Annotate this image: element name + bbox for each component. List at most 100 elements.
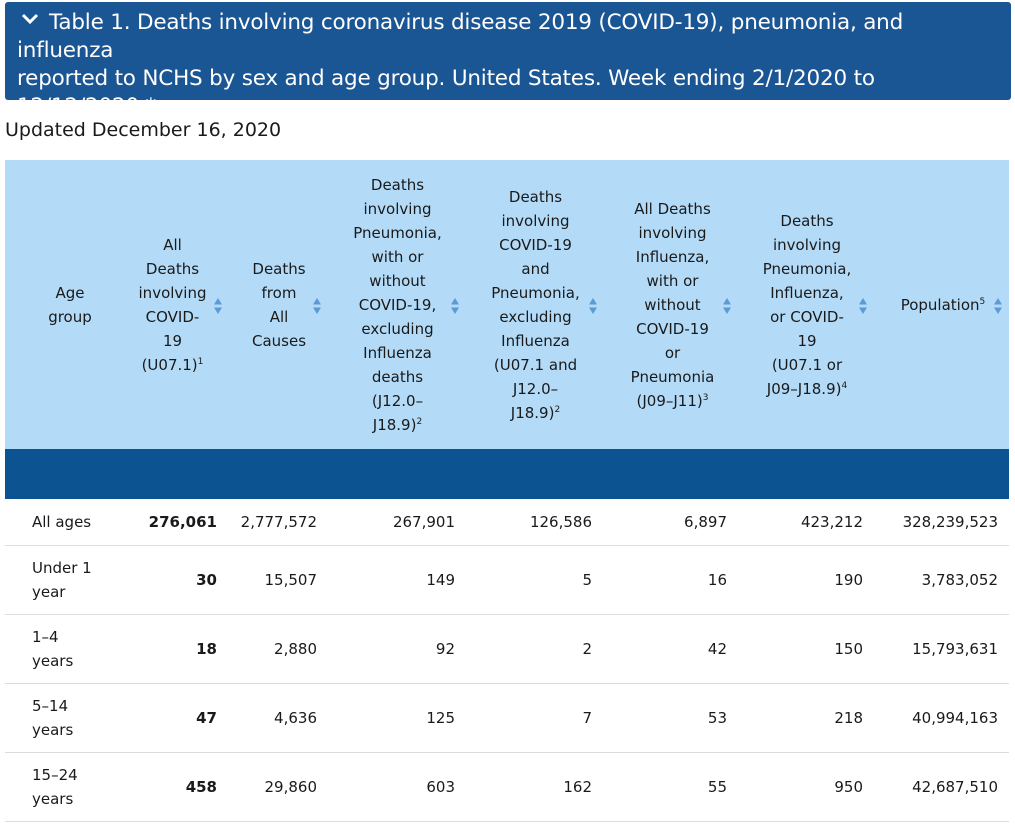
header-pneumonia-deaths[interactable]: Deaths involving Pneumonia, with or without C… (345, 160, 450, 449)
footnote-marker: 2 (554, 404, 561, 415)
header-population[interactable]: Population5 (893, 160, 993, 449)
header-population-label: Population5 (901, 293, 986, 317)
age-group-line: 5–14 (32, 696, 69, 715)
header-text-line: involving (363, 199, 432, 218)
header-text-line: Influenza, (770, 283, 844, 302)
sort-icon[interactable] (588, 297, 598, 315)
table-title-line2: reported to NCHS by sex and age group. U… (17, 66, 875, 91)
cell-age-group: 15–24 years (32, 763, 112, 811)
cell-influenza-deaths: 6,897 (684, 513, 727, 531)
cell-influenza-deaths: 55 (707, 777, 727, 796)
sort-icon[interactable] (722, 297, 732, 315)
header-text-line: J18.9) (510, 403, 555, 422)
header-covid-deaths-label: All Deaths involving COVID- 19 (U07.1)1 (139, 233, 207, 377)
age-group-line: years (32, 651, 74, 670)
cell-age-group: 5–14 years (32, 694, 112, 742)
sort-icon[interactable] (993, 297, 1003, 315)
cell-pneumonia-deaths: 267,901 (392, 513, 455, 531)
header-influenza-deaths-label: All Deaths involving Influenza, with or with… (631, 197, 715, 413)
table-row (5, 545, 1009, 615)
cell-influenza-deaths: 53 (707, 708, 727, 727)
header-text-line: Influenza (501, 331, 570, 350)
header-text-line: COVID-19 (499, 235, 572, 254)
header-text-line: with or (646, 271, 699, 290)
cell-all-causes: 4,636 (274, 708, 317, 727)
header-text-line: and (521, 259, 550, 278)
table-row (5, 614, 1009, 684)
cell-covid-deaths: 47 (196, 708, 217, 727)
header-text-line: Deaths (252, 259, 306, 278)
header-text-line: Population (900, 295, 980, 314)
cell-covid-deaths: 458 (185, 777, 217, 796)
header-covid-pneumonia-label: Deaths involving COVID-19 and Pneumonia, excl… (491, 185, 579, 425)
age-group-line: year (32, 582, 66, 601)
cell-covid-deaths: 276,061 (148, 513, 217, 531)
header-text-line: involving (773, 235, 841, 254)
table-title-line3: 12/12/2020.* (17, 94, 157, 119)
header-text-line: 19 (797, 331, 817, 350)
header-text-line: All (269, 307, 289, 326)
age-group-line: years (32, 720, 74, 739)
cell-pic-deaths: 218 (834, 708, 863, 727)
cell-covid-pneumonia: 7 (582, 708, 592, 727)
table-title-toggle[interactable]: Table 1. Deaths involving coronavirus di… (5, 2, 1011, 119)
cell-pneumonia-deaths: 149 (426, 570, 455, 589)
header-band (5, 449, 1009, 499)
cell-age-group: Under 1 year (32, 556, 112, 604)
cell-covid-pneumonia: 2 (582, 639, 592, 658)
cell-all-causes: 29,860 (264, 777, 318, 796)
header-text-line: 19 (162, 331, 183, 350)
header-text-line: or (664, 343, 681, 362)
header-pic-deaths[interactable]: Deaths involving Pneumonia, Influenza, or CO… (752, 160, 862, 449)
cell-population: 328,239,523 (902, 513, 998, 531)
cell-pic-deaths: 150 (834, 639, 863, 658)
header-text-line: J18.9) (372, 415, 417, 434)
cell-population: 3,783,052 (921, 570, 998, 589)
header-influenza-deaths[interactable]: All Deaths involving Influenza, with or with… (620, 160, 725, 449)
header-text-line: All Deaths (634, 199, 711, 218)
header-text-line: involving (501, 211, 570, 230)
cell-covid-deaths: 18 (196, 639, 217, 658)
header-text-line: group (48, 307, 92, 326)
header-covid-pneumonia[interactable]: Deaths involving COVID-19 and Pneumonia, excl… (483, 160, 588, 449)
header-text-line: J12.0– (512, 379, 559, 398)
cell-pneumonia-deaths: 92 (435, 639, 455, 658)
header-text-line: involving (638, 223, 707, 242)
age-group-line: Under 1 (32, 558, 92, 577)
updated-date: Updated December 16, 2020 (5, 119, 282, 141)
header-text-line: COVID- (145, 307, 200, 326)
header-text-line: Deaths (508, 187, 563, 206)
header-text-line: (U07.1 and (493, 355, 578, 374)
header-pic-deaths-label: Deaths involving Pneumonia, Influenza, or CO… (763, 209, 851, 401)
header-text-line: (J09–J11) (636, 391, 703, 410)
header-text-line: (U07.1 or (771, 355, 843, 374)
sort-icon[interactable] (312, 297, 322, 315)
header-text-line: with or (371, 247, 424, 266)
header-text-line: COVID-19 (636, 319, 709, 338)
header-all-causes[interactable]: Deaths from All Causes (240, 160, 318, 449)
header-all-causes-label: Deaths from All Causes (252, 257, 306, 353)
sort-icon[interactable] (213, 297, 223, 315)
footnote-marker: 3 (702, 392, 709, 403)
age-group-line: years (32, 789, 74, 808)
header-covid-deaths[interactable]: All Deaths involving COVID- 19 (U07.1)1 (130, 160, 215, 449)
footnote-marker: 4 (841, 380, 848, 391)
chevron-down-icon (21, 13, 39, 25)
header-text-line: (J12.0– (371, 391, 424, 410)
cell-pic-deaths: 190 (834, 570, 863, 589)
age-group-line: All ages (32, 513, 92, 531)
header-text-line: Causes (251, 331, 307, 350)
cell-covid-deaths: 30 (196, 570, 217, 589)
table-row (5, 499, 1009, 546)
footnote-marker: 1 (197, 356, 204, 367)
header-text-line: COVID-19, (358, 295, 437, 314)
sort-icon[interactable] (858, 297, 868, 315)
sort-icon[interactable] (450, 297, 460, 315)
header-text-line: Pneumonia, (353, 223, 442, 242)
table-row (5, 752, 1009, 822)
cell-influenza-deaths: 16 (707, 570, 727, 589)
cell-influenza-deaths: 42 (707, 639, 727, 658)
header-text-line: J09–J18.9) (766, 379, 842, 398)
header-text-line: Deaths (370, 175, 425, 194)
header-text-line: Pneumonia (630, 367, 715, 386)
